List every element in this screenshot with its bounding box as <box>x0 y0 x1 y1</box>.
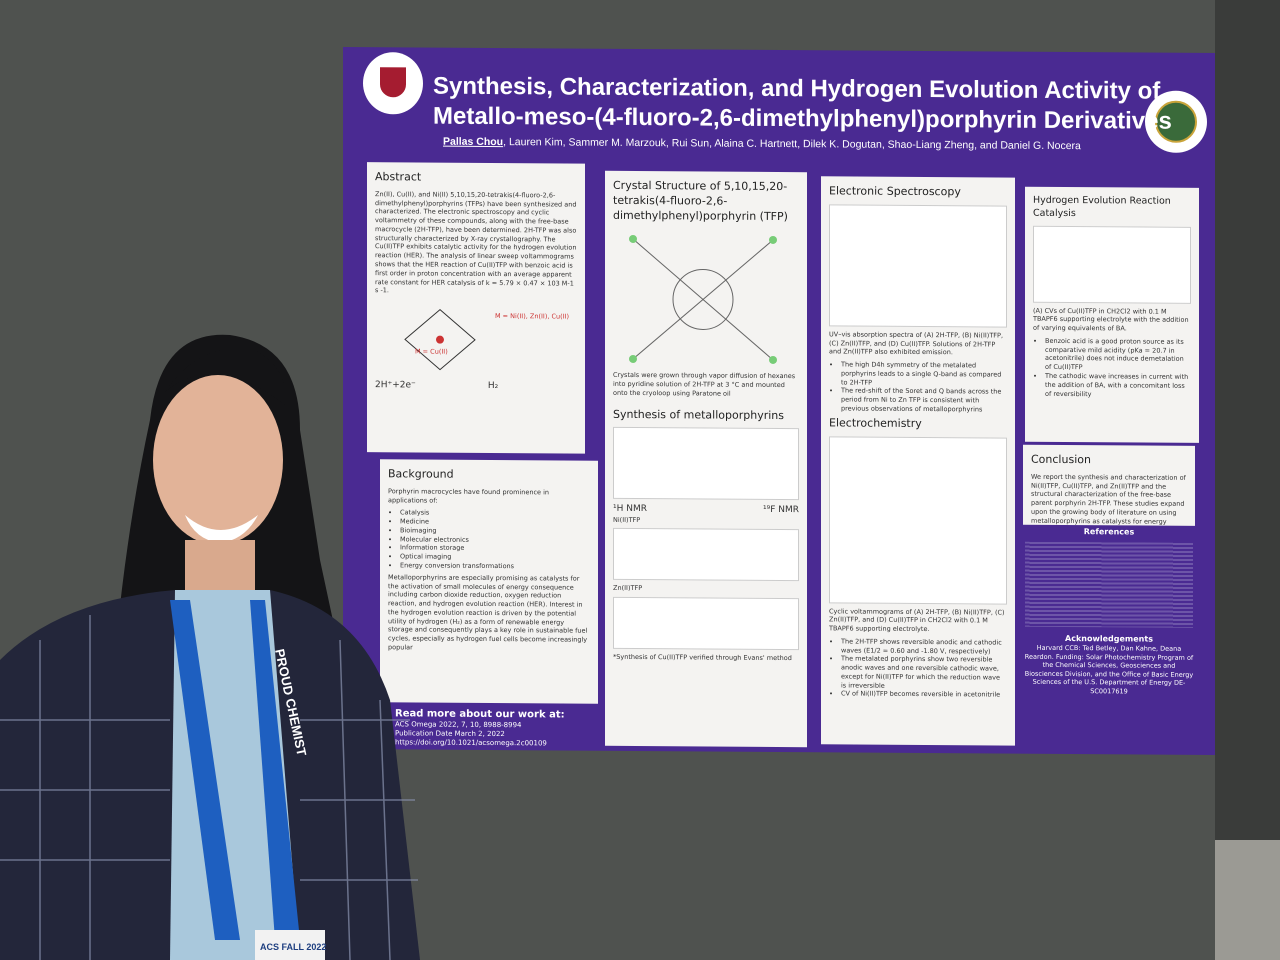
bangs <box>165 348 286 405</box>
crystal-structure <box>629 234 777 364</box>
smile <box>185 515 258 543</box>
wall-edge <box>1215 0 1280 840</box>
lanyard <box>170 600 240 940</box>
porphyrin-drawing <box>404 309 476 371</box>
face <box>153 375 283 545</box>
floor <box>1215 840 1280 960</box>
badge <box>255 930 325 960</box>
poster: Synthesis, Characterization, and Hydroge… <box>343 46 1215 756</box>
abstract-panel: Abstract Zn(II), Cu(II), and Ni(II) 5,10… <box>367 162 585 454</box>
badge-text: ACS FALL 2022 <box>260 942 326 952</box>
lanyard <box>250 600 300 940</box>
jacket-pattern <box>0 615 418 960</box>
crystal-panel: Crystal Structure of 5,10,15,20-tetrakis… <box>605 170 807 748</box>
